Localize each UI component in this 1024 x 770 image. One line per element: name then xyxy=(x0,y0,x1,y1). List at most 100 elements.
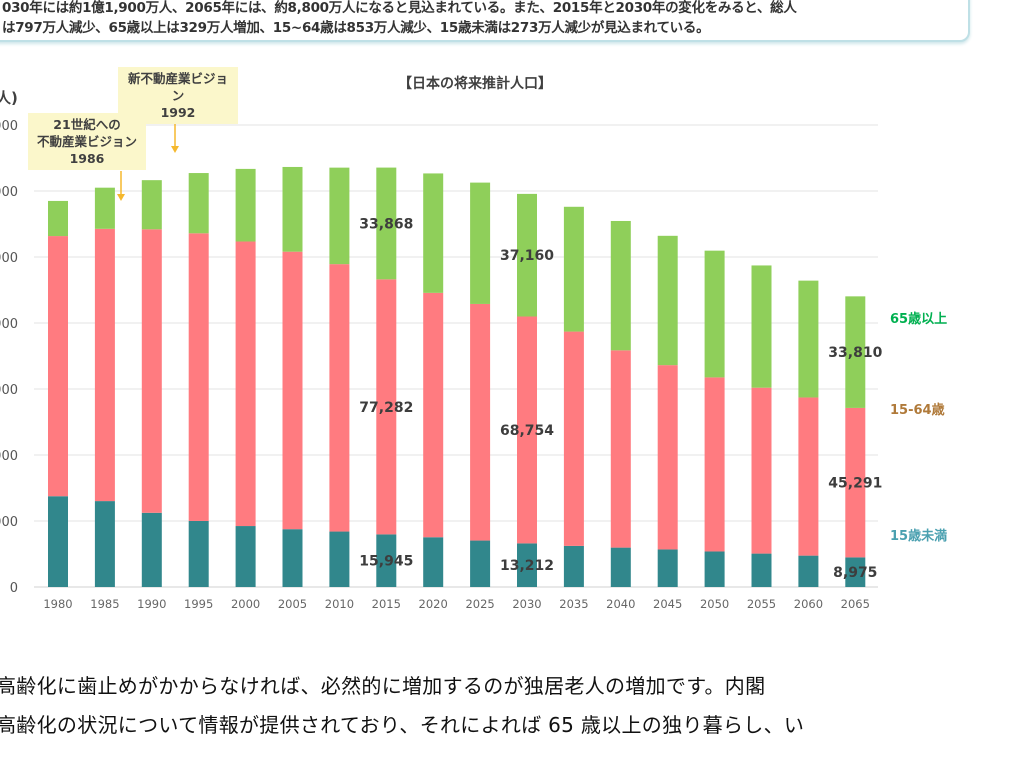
data-label: 37,160 xyxy=(500,248,554,264)
data-label: 33,868 xyxy=(359,216,413,232)
bar-65plus-2035 xyxy=(563,206,584,332)
x-tick-label: 2035 xyxy=(559,597,588,611)
bar-15-64-2060 xyxy=(798,397,819,556)
y-tick-label: 0 xyxy=(10,581,18,596)
legend-under15: 15歳未満 xyxy=(890,528,947,544)
body-text-line-1: 高齢化に歯止めがかからなければ、必然的に増加するのが独居老人の増加です。内閣 xyxy=(0,674,766,698)
y-tick-label: 100,000 xyxy=(0,251,18,266)
bar-65plus-2040 xyxy=(610,220,631,351)
summary-line-1: 030年には約1億1,900万人、2065年には、約8,800万人になると見込ま… xyxy=(2,0,797,16)
bar-15-64-2025 xyxy=(470,303,491,541)
bar-under15-2030 xyxy=(517,543,537,587)
y-tick-label: 20,000 xyxy=(0,515,18,530)
annotation-1986-line3: 1986 xyxy=(69,151,105,166)
bar-65plus-2055 xyxy=(751,265,772,388)
bar-under15-2010 xyxy=(329,531,350,587)
bar-65plus-2000 xyxy=(235,168,256,242)
annotation-1986-line1: 21世紀への xyxy=(53,117,121,132)
bar-under15-1995 xyxy=(188,520,209,587)
bar-65plus-2065 xyxy=(845,296,866,408)
bar-under15-2040 xyxy=(610,547,631,587)
x-tick-label: 1985 xyxy=(90,597,119,611)
summary-line-2: は797万人減少、65歳以上は329万人増加、15~64歳は853万人減少、15… xyxy=(2,20,710,36)
bar-under15-1980 xyxy=(48,496,68,587)
bar-under15-2015 xyxy=(376,534,397,587)
y-axis-label: 人) xyxy=(0,89,18,107)
legend-15-64: 15-64歳 xyxy=(890,402,945,418)
y-tick-label: 40,000 xyxy=(0,449,18,464)
x-tick-label: 2025 xyxy=(465,597,494,611)
bar-15-64-2065 xyxy=(845,407,866,558)
data-label: 77,282 xyxy=(359,400,413,416)
bar-under15-1985 xyxy=(94,501,115,587)
y-tick-label: 60,000 xyxy=(0,383,18,398)
bar-under15-2035 xyxy=(563,545,584,587)
bar-65plus-2050 xyxy=(704,250,725,378)
bar-15-64-2055 xyxy=(751,387,772,554)
bar-65plus-2030 xyxy=(517,193,537,317)
bar-65plus-2015 xyxy=(376,167,397,280)
x-tick-label: 2005 xyxy=(278,597,307,611)
bar-under15-2005 xyxy=(282,529,303,587)
bar-15-64-1995 xyxy=(188,233,209,521)
bar-under15-2045 xyxy=(657,549,678,587)
bar-65plus-1990 xyxy=(141,180,162,230)
x-tick-label: 2020 xyxy=(419,597,448,611)
x-tick-label: 1995 xyxy=(184,597,213,611)
annotation-1992-line1: 新不動産業ビジョン xyxy=(127,71,228,103)
bar-under15-2025 xyxy=(470,540,491,587)
bar-15-64-2005 xyxy=(282,251,303,530)
y-tick-label: 140,000 xyxy=(0,119,18,134)
bar-65plus-2045 xyxy=(657,235,678,366)
bar-15-64-1985 xyxy=(94,228,115,502)
bar-15-64-2040 xyxy=(610,350,631,548)
bar-65plus-2025 xyxy=(470,182,491,304)
x-tick-label: 2030 xyxy=(512,597,541,611)
y-tick-label: 120,000 xyxy=(0,185,18,200)
bar-under15-2055 xyxy=(751,553,772,587)
bar-15-64-2020 xyxy=(423,292,444,538)
x-tick-label: 1980 xyxy=(43,597,72,611)
x-tick-label: 2040 xyxy=(606,597,635,611)
data-label: 13,212 xyxy=(500,558,554,574)
bar-15-64-2030 xyxy=(517,316,537,544)
bar-65plus-2010 xyxy=(329,167,350,265)
summary-box xyxy=(0,0,970,42)
bar-15-64-2000 xyxy=(235,241,256,527)
data-label: 33,810 xyxy=(828,345,882,361)
x-tick-label: 2045 xyxy=(653,597,682,611)
annotation-1992-line2: 1992 xyxy=(160,105,196,120)
bar-65plus-1985 xyxy=(94,187,115,229)
bar-under15-2050 xyxy=(704,551,725,587)
data-label: 45,291 xyxy=(828,476,882,492)
x-tick-label: 2060 xyxy=(794,597,823,611)
legend-65plus: 65歳以上 xyxy=(890,311,947,327)
bar-65plus-2020 xyxy=(423,173,444,293)
bar-under15-2060 xyxy=(798,555,819,587)
bar-65plus-2005 xyxy=(282,166,303,252)
body-text-line-2: 高齢化の状況について情報が提供されており、それによれば 65 歳以上の独り暮らし… xyxy=(0,713,805,737)
bar-15-64-2035 xyxy=(563,331,584,546)
bar-under15-2020 xyxy=(423,537,444,587)
bar-15-64-1980 xyxy=(48,236,68,497)
bar-under15-2065 xyxy=(845,557,866,587)
annotation-1986: 21世紀への 不動産業ビジョン 1986 xyxy=(28,113,146,170)
annotation-1986-line2: 不動産業ビジョン xyxy=(36,134,137,149)
bar-15-64-2045 xyxy=(657,365,678,550)
bar-15-64-2010 xyxy=(329,264,350,532)
x-tick-label: 2050 xyxy=(700,597,729,611)
x-tick-label: 1990 xyxy=(137,597,166,611)
data-label: 8,975 xyxy=(833,565,877,581)
bar-under15-1990 xyxy=(141,512,162,587)
bar-15-64-2015 xyxy=(376,279,397,535)
bar-under15-2000 xyxy=(235,526,256,587)
bar-65plus-1995 xyxy=(188,173,209,234)
data-label: 15,945 xyxy=(359,554,413,570)
x-tick-label: 2065 xyxy=(841,597,870,611)
x-tick-label: 2000 xyxy=(231,597,260,611)
bar-65plus-2060 xyxy=(798,280,819,398)
bar-15-64-1990 xyxy=(141,229,162,513)
data-label: 68,754 xyxy=(500,423,554,439)
bar-15-64-2050 xyxy=(704,377,725,552)
bar-65plus-1980 xyxy=(48,200,68,237)
